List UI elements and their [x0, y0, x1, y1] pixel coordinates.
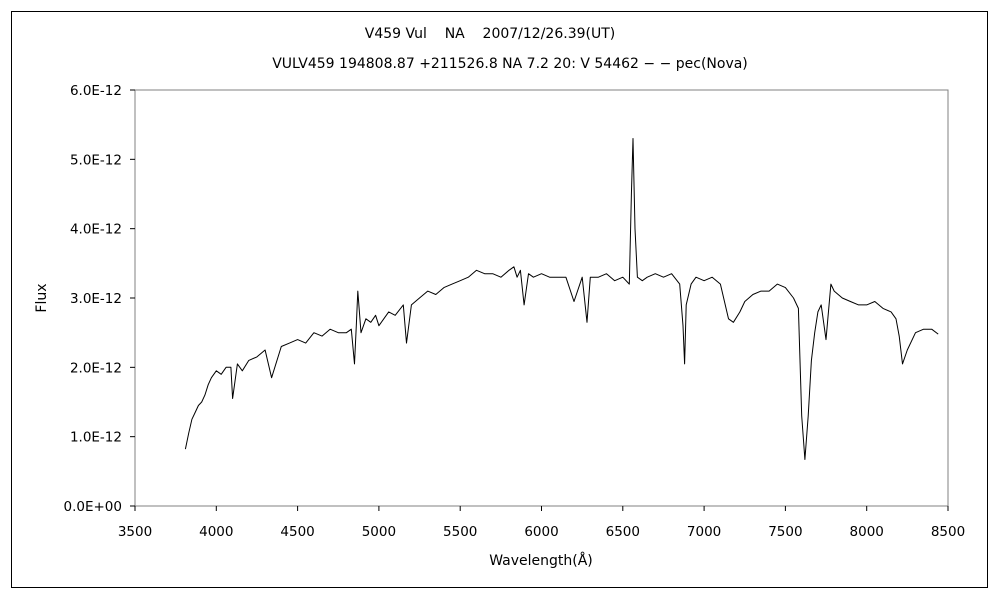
y-tick-label: 1.0E-12	[70, 430, 122, 446]
plot-area	[134, 89, 949, 507]
y-axis-label: Flux	[34, 283, 50, 312]
x-tick-label: 4000	[199, 524, 233, 540]
y-tick-label: 6.0E-12	[70, 83, 122, 99]
x-axis: 3500 4000 4500 5000 5500 6000 6500 7000 7500 8000…	[118, 506, 965, 540]
y-tick-label: 5.0E-12	[70, 152, 122, 168]
x-tick-label: 6000	[524, 524, 558, 540]
x-tick-label: 8500	[931, 524, 965, 540]
series-layer	[184, 138, 939, 460]
spectrum-line	[184, 138, 939, 460]
x-tick-label: 3500	[118, 524, 152, 540]
x-tick-label: 7000	[687, 524, 721, 540]
chart-title: V459 Vul NA 2007/12/26.39(UT)	[365, 26, 615, 42]
y-tick-label: 2.0E-12	[70, 360, 122, 376]
x-tick-label: 4500	[280, 524, 314, 540]
x-tick-label: 7500	[768, 524, 802, 540]
chart-subtitle: VULV459 194808.87 +211526.8 NA 7.2 20: V…	[272, 56, 748, 72]
x-tick-label: 5000	[362, 524, 396, 540]
y-tick-label: 0.0E+00	[64, 499, 123, 515]
x-tick-label: 6500	[606, 524, 640, 540]
x-axis-label: Wavelength(Å)	[489, 552, 593, 569]
x-tick-label: 5500	[443, 524, 477, 540]
y-axis: 0.0E+00 1.0E-12 2.0E-12 3.0E-12 4.0E-12 5.0E-…	[64, 83, 135, 515]
y-tick-label: 3.0E-12	[70, 291, 122, 307]
y-tick-label: 4.0E-12	[70, 222, 122, 238]
x-tick-label: 8000	[850, 524, 884, 540]
